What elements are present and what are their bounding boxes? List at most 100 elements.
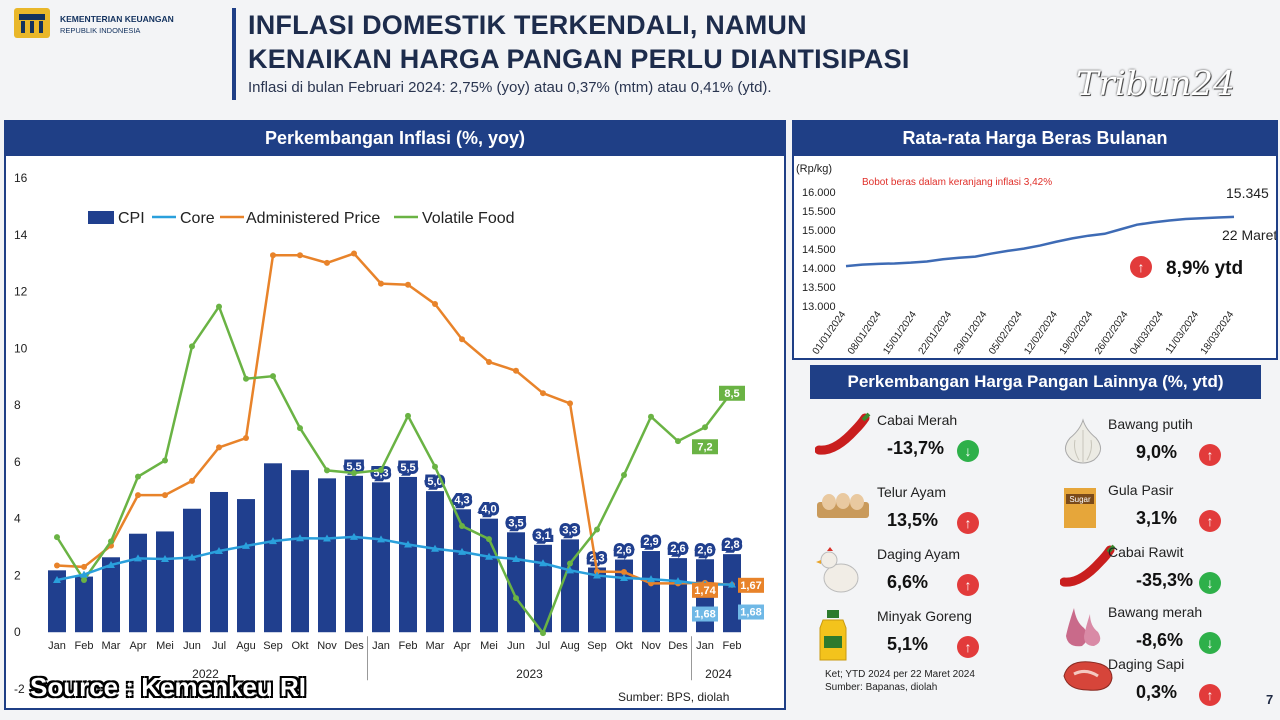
administered-price-point: [324, 259, 330, 266]
x-tick-label: Sep: [263, 640, 283, 652]
x-tick-label: Des: [668, 640, 688, 652]
core-point: [188, 553, 196, 561]
volatile-food-line: [55, 303, 733, 636]
volatile-food-point: [351, 469, 357, 476]
up-arrow-icon: ↑: [1199, 510, 1221, 532]
core-point: [485, 552, 493, 560]
ministry-name: KEMENTERIAN KEUANGAN REPUBLIK INDONESIA: [60, 14, 174, 36]
x-tick-label: Feb: [75, 640, 94, 652]
up-arrow-icon: [1130, 256, 1152, 278]
volatile-food-point: [135, 473, 141, 480]
volatile-food-point: [162, 457, 168, 464]
volatile-food-point: [486, 536, 492, 543]
cpi-data-label: 3,3: [562, 524, 577, 536]
core-data-label: 1,68: [740, 607, 761, 619]
x-tick-label: Mar: [426, 640, 445, 652]
y-tick-label: 12: [14, 285, 28, 299]
volatile-food-point: [243, 375, 249, 382]
egg-icon: [815, 484, 871, 529]
rice-ytd-value: 8,9% ytd: [1166, 258, 1243, 279]
page-title: INFLASI DOMESTIK TERKENDALI, NAMUN KENAI…: [248, 8, 910, 76]
x-tick-label: Des: [344, 640, 364, 652]
food-item-value: -35,3%: [1136, 570, 1194, 590]
x-tick-label: Nov: [641, 640, 661, 652]
food-item-name: Daging Ayam: [877, 546, 961, 562]
administered-price-point: [297, 252, 303, 259]
x-tick-label: Okt: [615, 640, 632, 652]
administered-price-point: [378, 280, 384, 287]
food-item-value: -13,7%: [887, 438, 945, 458]
x-tick-label: Mei: [480, 640, 498, 652]
rice-y-tick-label: 15.500: [802, 206, 836, 218]
core-point: [53, 575, 61, 583]
cpi-bar: [291, 470, 309, 633]
volatile-food-point: [675, 438, 681, 445]
up-arrow-icon: ↑: [1199, 684, 1221, 706]
y-tick-label: 6: [14, 455, 21, 469]
ministry-title: KEMENTERIAN KEUANGAN: [60, 14, 174, 24]
y-tick-label: 0: [14, 625, 21, 639]
rice-y-tick-label: 16.000: [802, 187, 836, 199]
rice-x-tick-label: 05/02/2024: [987, 309, 1025, 357]
x-tick-label: Agu: [236, 640, 256, 652]
rice-y-tick-label: 15.000: [802, 225, 836, 237]
food-panel-title: Perkembangan Harga Pangan Lainnya (%, yt…: [810, 365, 1261, 399]
food-item-value: 3,1%: [1136, 508, 1178, 528]
administered-price-point: [540, 390, 546, 397]
administered-price-point: [432, 301, 438, 308]
core-point: [620, 573, 628, 581]
x-tick-label: Apr: [129, 640, 146, 652]
x-tick-label: Jan: [372, 640, 390, 652]
x-tick-label: Jan: [48, 640, 66, 652]
volatile-food-point: [432, 463, 438, 470]
cpi-bar: [507, 532, 525, 633]
core-data-label: 1,68: [694, 609, 715, 621]
administered-price-line: [56, 252, 733, 587]
cpi-bar: [102, 557, 120, 633]
rice-end-date: 22 Maret: [1222, 227, 1276, 243]
y-tick-label: -2: [14, 682, 25, 696]
core-point: [647, 575, 655, 583]
cpi-bar: [642, 551, 660, 633]
y-tick-label: 16: [14, 171, 28, 185]
up-arrow-icon: ↑: [957, 574, 979, 596]
administered-price-point: [459, 336, 465, 343]
x-tick-label: Feb: [399, 640, 418, 652]
core-point: [215, 547, 223, 555]
core-point: [161, 554, 169, 562]
x-tick-label: Feb: [723, 640, 742, 652]
rice-y-tick-label: 13.500: [802, 282, 836, 294]
x-tick-label: Aug: [560, 640, 580, 652]
administered-price-label-box: [692, 582, 718, 598]
volatile-food-point: [216, 303, 222, 310]
volatile-food-point: [81, 576, 87, 583]
y-tick-label: 8: [14, 398, 21, 412]
food-item-name: Daging Sapi: [1108, 656, 1185, 672]
up-arrow-icon: ↑: [1199, 444, 1221, 466]
rice-x-tick-label: 26/02/2024: [1093, 309, 1131, 357]
shallot-icon: [1060, 604, 1106, 655]
rice-x-tick-label: 11/03/2024: [1164, 309, 1202, 356]
rice-x-tick-label: 08/01/2024: [846, 309, 884, 357]
core-point: [80, 570, 88, 578]
x-tick-label: Okt: [291, 640, 308, 652]
food-item-value: 6,6%: [887, 572, 929, 592]
x-tick-label: Jul: [212, 640, 226, 652]
administered-price-point: [135, 492, 141, 499]
y-tick-label: 14: [14, 228, 28, 242]
legend-cpi-label: CPI: [118, 210, 145, 227]
volatile-food-point: [702, 424, 708, 431]
food-item-value: 13,5%: [887, 510, 939, 530]
rice-x-tick-label: 12/02/2024: [1022, 309, 1060, 357]
core-point: [107, 560, 115, 568]
watermark: Tribun24: [1076, 64, 1235, 104]
x-tick-label: Mar: [102, 640, 121, 652]
page-number: 7: [1266, 692, 1274, 707]
administered-price-point: [162, 492, 168, 499]
core-label-box: [692, 606, 718, 622]
food-item-value: -8,6%: [1136, 630, 1184, 650]
food-item-name: Bawang putih: [1108, 416, 1193, 432]
volatile-food-point: [297, 425, 303, 432]
core-point: [539, 559, 547, 567]
inflation-source: Sumber: BPS, diolah: [618, 690, 729, 704]
